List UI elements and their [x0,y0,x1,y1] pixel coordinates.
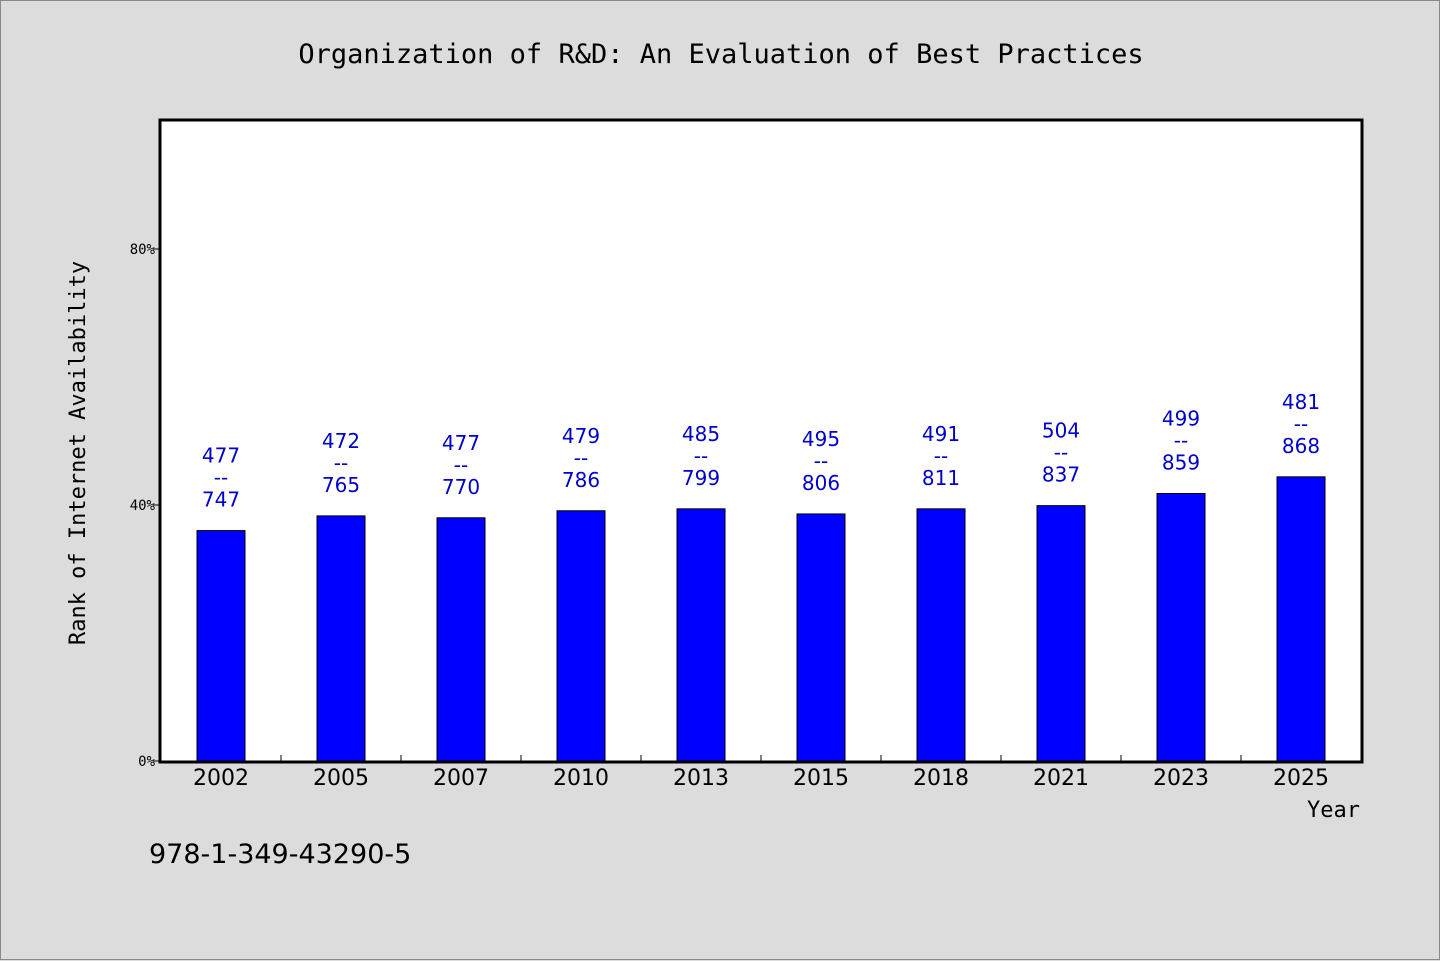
x-tick-label-2021: 2021 [1033,766,1089,791]
data-label-sep-2005: -- [334,451,348,475]
x-tick-label-2025: 2025 [1273,766,1329,791]
data-label-bottom-2021: 837 [1042,463,1080,487]
x-axis-title: Year [1307,798,1360,823]
bar-2007 [436,517,486,762]
x-axis-ticks: 2002 2005 2007 2010 2013 2015 2018 2021 2023 2025 [193,755,1329,791]
x-tick-label-2015: 2015 [793,766,849,791]
data-label-top-2010: 479 [562,424,600,448]
x-tick-label-2005: 2005 [313,766,369,791]
data-label-bottom-2025: 868 [1282,434,1320,458]
chart-title: Organization of R&D: An Evaluation of Be… [298,39,1143,70]
data-label-sep-2015: -- [814,449,828,473]
bar-2005 [316,515,366,762]
x-tick-label-2002: 2002 [193,766,249,791]
data-label-bottom-2010: 786 [562,468,600,492]
data-label-top-2018: 491 [922,422,960,446]
x-tick-label-2023: 2023 [1153,766,1209,791]
bar-2023 [1156,492,1206,762]
y-axis-ticks: 0% 40% 80% [130,242,161,770]
data-label-top-2023: 499 [1162,406,1200,430]
bar-2002 [196,530,246,762]
bar-2013 [676,508,726,762]
y-tick-label-40: 40% [130,498,156,514]
y-tick-label-0: 0% [138,754,155,770]
data-label-sep-2023: -- [1174,428,1188,452]
data-label-top-2021: 504 [1042,419,1080,443]
data-label-bottom-2018: 811 [922,466,960,490]
bar-2021 [1036,505,1086,762]
data-label-bottom-2007: 770 [442,475,480,499]
bar-2025 [1276,476,1326,762]
x-tick-label-2013: 2013 [673,766,729,791]
bar-group [196,476,1326,762]
x-tick-label-2010: 2010 [553,766,609,791]
data-label-top-2025: 481 [1282,390,1320,414]
bar-2015 [796,513,846,762]
data-label-sep-2010: -- [574,446,588,470]
y-tick-label-80: 80% [130,242,156,258]
data-label-top-2002: 477 [202,444,240,468]
x-tick-label-2018: 2018 [913,766,969,791]
bar-2010 [556,510,606,762]
data-label-bottom-2015: 806 [802,471,840,495]
data-label-sep-2018: -- [934,444,948,468]
data-label-sep-2002: -- [214,466,228,490]
data-label-top-2007: 477 [442,431,480,455]
data-label-bottom-2013: 799 [682,466,720,490]
data-label-sep-2007: -- [454,453,468,477]
data-label-top-2015: 495 [802,427,840,451]
data-label-sep-2025: -- [1294,412,1308,436]
bar-2018 [916,508,966,762]
data-label-top-2013: 485 [682,422,720,446]
data-label-group: 477--747472--765477--770479--786485--799… [202,390,1320,512]
y-axis-title: Rank of Internet Availability [66,261,91,645]
data-label-bottom-2002: 747 [202,488,240,512]
data-label-bottom-2005: 765 [322,473,360,497]
data-label-sep-2013: -- [694,444,708,468]
footer-isbn: 978-1-349-43290-5 [149,839,411,870]
data-label-bottom-2023: 859 [1162,450,1200,474]
data-label-sep-2021: -- [1054,441,1068,465]
x-tick-label-2007: 2007 [433,766,489,791]
data-label-top-2005: 472 [322,429,360,453]
